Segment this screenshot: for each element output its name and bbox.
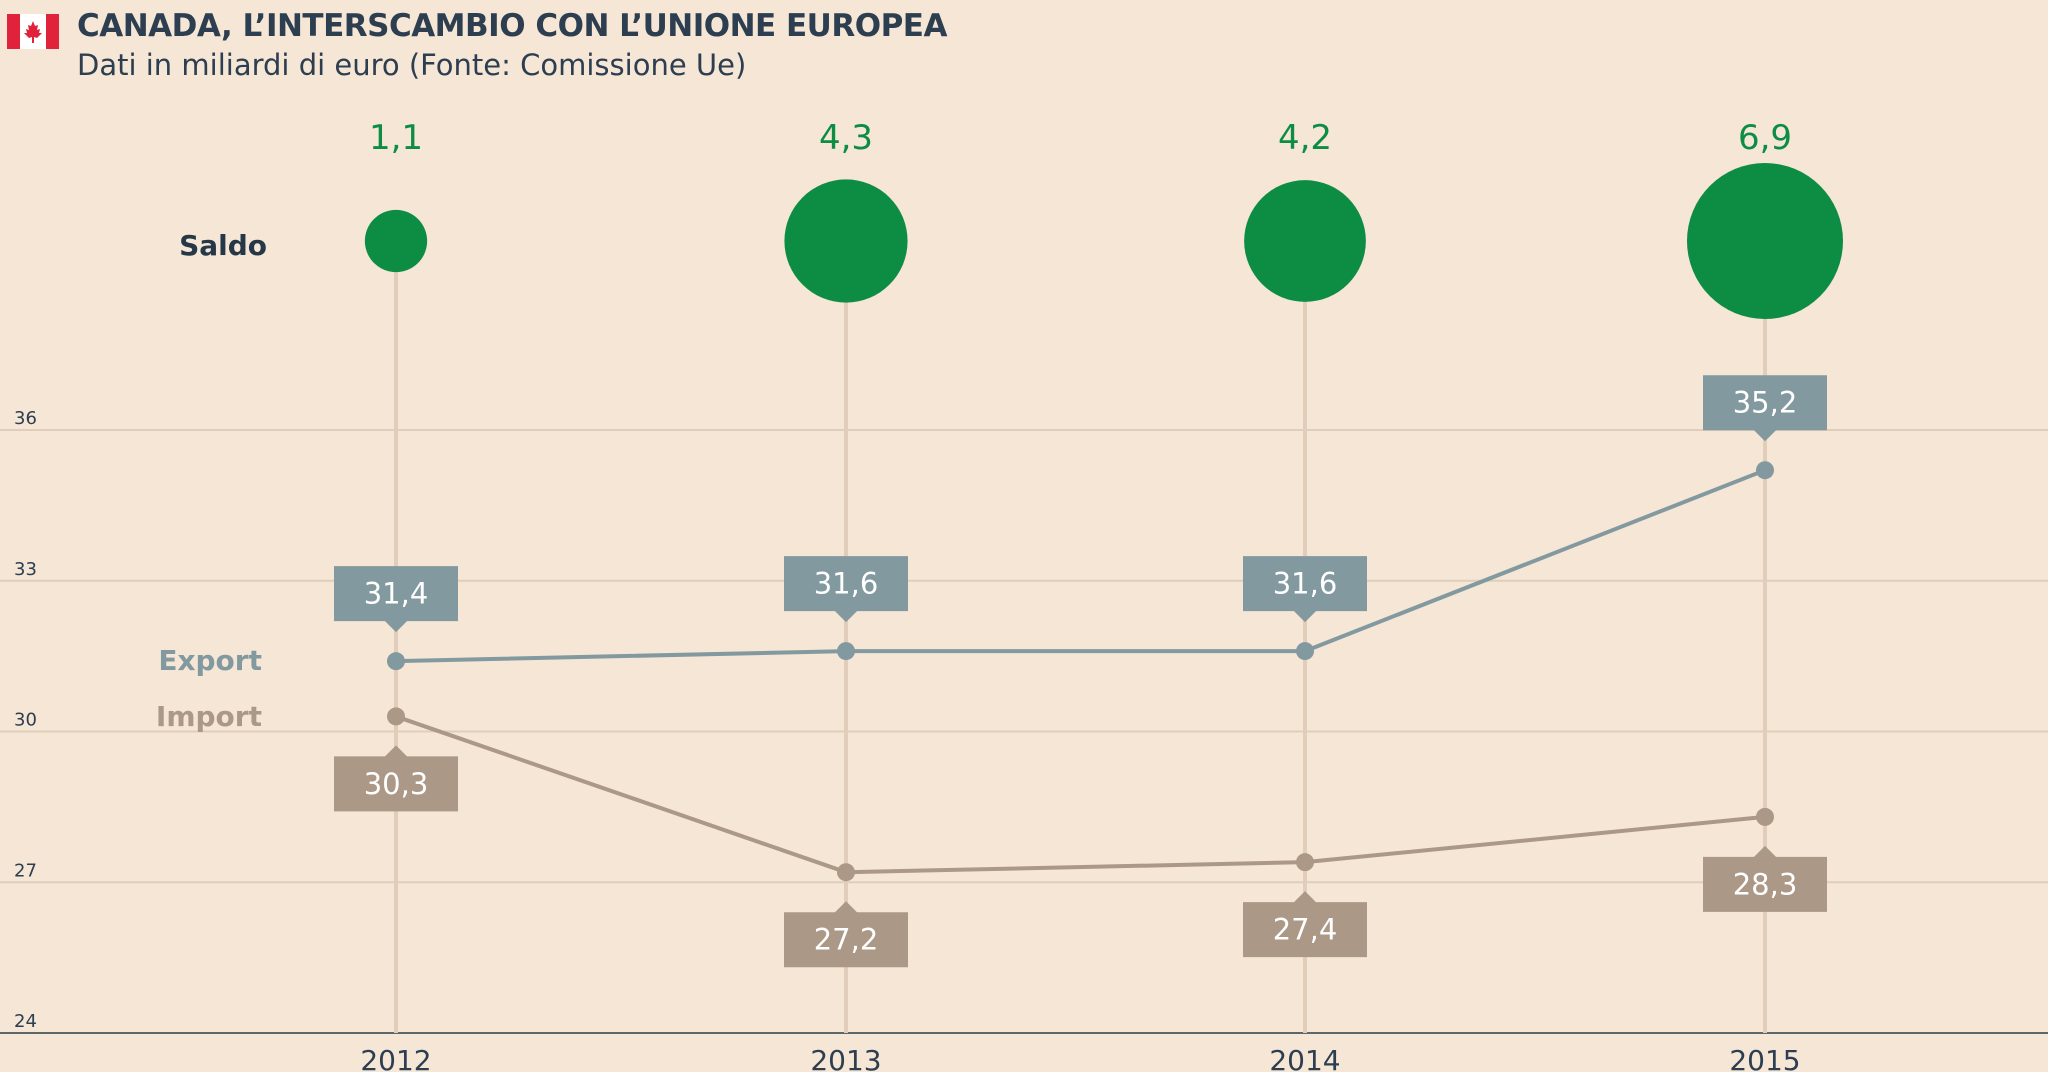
saldo-value-label: 4,2 [1278,118,1332,158]
value-box-text: 27,2 [814,923,879,957]
value-box-shape [334,566,458,633]
export-value-box: 31,6 [784,556,908,623]
import-value-box: 28,3 [1703,845,1827,912]
saldo-value-label: 4,3 [819,118,873,158]
y-tick-label: 27 [14,860,37,881]
export-point [837,642,855,661]
export-series-label: Export [158,644,262,677]
export-value-box: 35,2 [1703,375,1827,442]
chart-title: CANADA, L’INTERSCAMBIO CON L’UNIONE EURO… [77,8,947,44]
value-box-shape [1703,375,1827,442]
value-box-shape [1243,891,1367,958]
chart-subtitle: Dati in miliardi di euro (Fonte: Comissi… [77,48,747,82]
canada-flag-icon [7,14,59,49]
value-box-text: 31,6 [1273,567,1338,601]
value-box-text: 27,4 [1273,913,1338,947]
saldo-bubble [364,209,428,273]
import-value-box: 27,4 [1243,891,1367,958]
saldo-value-label: 1,1 [369,118,423,158]
import-series-label: Import [156,700,262,733]
import-point [387,707,405,726]
x-tick-label: 2013 [810,1044,881,1072]
x-tick-label: 2015 [1729,1044,1800,1072]
value-box-shape [1703,845,1827,912]
import-point [837,863,855,882]
y-tick-label: 36 [14,408,37,429]
value-box-text: 35,2 [1733,386,1798,420]
import-point [1756,807,1774,826]
import-line [395,714,1766,875]
export-point [1296,642,1314,661]
export-point [387,652,405,671]
value-box-text: 28,3 [1733,867,1798,901]
import-value-box: 27,2 [784,901,908,968]
y-tick-label: 24 [14,1011,37,1032]
y-tick-label: 33 [14,559,37,580]
saldo-bubble [1687,163,1843,319]
value-box-text: 31,4 [364,577,429,611]
import-point [1296,853,1314,872]
value-box-shape [334,745,458,812]
value-box-shape [784,556,908,623]
saldo-label: Saldo [179,229,267,262]
value-box-text: 30,3 [364,767,429,801]
saldo-bubble [784,179,908,303]
saldo-value-label: 6,9 [1738,118,1792,158]
value-box-shape [1243,556,1367,623]
import-value-box: 30,3 [334,745,458,812]
export-value-box: 31,6 [1243,556,1367,623]
x-tick-label: 2014 [1269,1044,1340,1072]
saldo-bubble [1244,180,1366,302]
value-box-text: 31,6 [814,567,879,601]
export-line [395,468,1766,664]
export-point [1756,461,1774,480]
export-value-box: 31,4 [334,566,458,633]
y-tick-label: 30 [14,710,37,731]
x-tick-label: 2012 [360,1044,431,1072]
value-box-shape [784,901,908,968]
